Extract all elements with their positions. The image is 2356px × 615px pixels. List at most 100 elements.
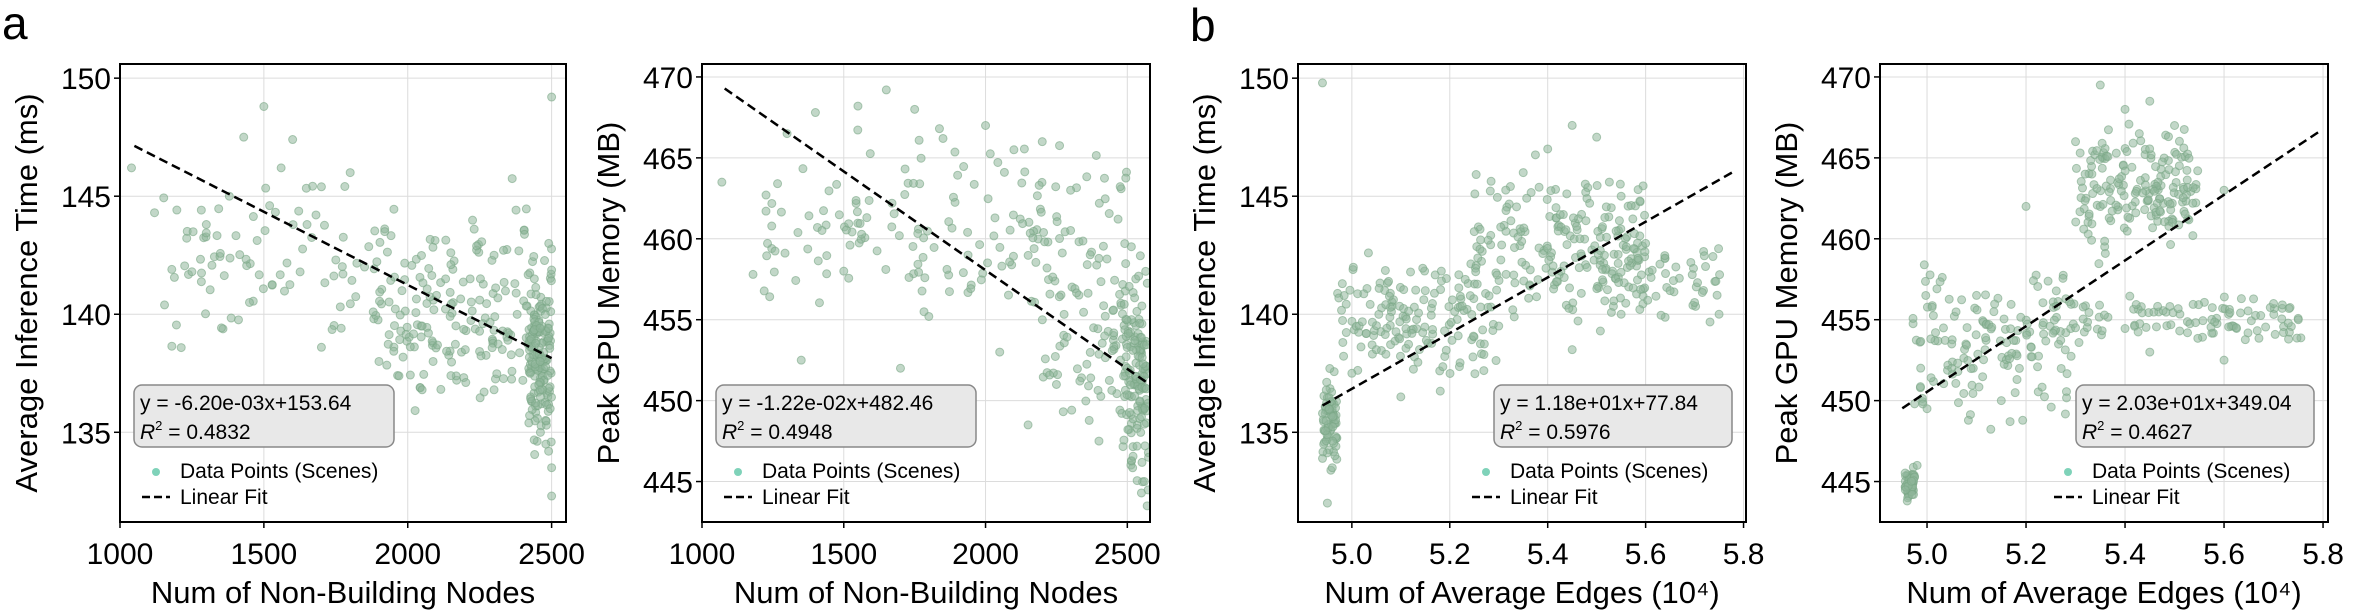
data-point <box>1479 366 1489 376</box>
data-point <box>1636 284 1646 294</box>
data-point <box>2184 153 2194 163</box>
data-point <box>942 264 952 274</box>
data-point <box>2252 326 2262 336</box>
data-point <box>1384 291 1394 301</box>
data-point <box>900 190 910 200</box>
data-point <box>1421 335 1431 345</box>
data-point <box>1371 345 1381 355</box>
chart-a-gpu-memory: 1000 1500 2000 2500 445 450 455 460 465 470 Num of… <box>591 62 1161 610</box>
data-point <box>989 231 999 241</box>
data-point <box>428 242 438 252</box>
data-point <box>1055 234 1065 244</box>
data-point <box>543 370 553 380</box>
data-point <box>2279 328 2289 338</box>
data-point <box>2027 352 2037 362</box>
data-point <box>1476 235 1486 245</box>
data-point <box>419 369 429 379</box>
data-point <box>1037 315 1047 325</box>
data-point <box>235 250 245 260</box>
data-point <box>2060 409 2070 419</box>
data-point <box>1496 255 1506 265</box>
data-point <box>461 378 471 388</box>
data-point <box>531 338 541 348</box>
data-point <box>1380 265 1390 275</box>
data-point <box>1123 328 1133 338</box>
data-point <box>717 177 727 187</box>
data-point <box>1040 354 1050 364</box>
data-point <box>390 304 400 314</box>
data-point <box>1972 305 1982 315</box>
data-point <box>1597 222 1607 232</box>
data-point <box>2207 303 2217 313</box>
data-point <box>1483 235 1493 245</box>
data-point <box>529 251 539 261</box>
data-point <box>1597 264 1607 274</box>
data-point <box>1640 210 1650 220</box>
data-point <box>212 231 222 241</box>
data-point <box>2122 226 2132 236</box>
data-point <box>460 345 470 355</box>
data-point <box>2056 335 2066 345</box>
data-point <box>492 369 502 379</box>
data-point <box>2116 186 2126 196</box>
data-point <box>1115 182 1125 192</box>
data-point <box>2270 329 2280 339</box>
data-point <box>1328 412 1338 422</box>
data-point <box>769 267 779 277</box>
equation-box <box>2075 384 2315 448</box>
data-point <box>1084 381 1094 391</box>
data-point <box>881 264 891 274</box>
y-tick-label: 150 <box>1239 63 1289 96</box>
data-point <box>1419 295 1429 305</box>
data-point <box>489 250 499 260</box>
legend-label-fit: Linear Fit <box>180 486 268 509</box>
data-point <box>1543 144 1553 154</box>
y-tick-label: 145 <box>61 181 111 214</box>
data-point <box>2084 209 2094 219</box>
data-point <box>1916 363 1926 373</box>
data-point <box>824 186 834 196</box>
data-point <box>1928 311 1938 321</box>
data-point <box>374 356 384 366</box>
x-tick-label: 1500 <box>810 538 877 571</box>
data-point <box>2006 299 2016 309</box>
data-point <box>1404 339 1414 349</box>
data-point <box>1318 408 1328 418</box>
data-point <box>862 213 872 223</box>
data-point <box>2123 212 2133 222</box>
data-point <box>2269 309 2279 319</box>
data-point <box>1085 347 1095 357</box>
data-point <box>2193 333 2203 343</box>
data-point <box>1083 288 1093 298</box>
data-point <box>1947 363 1957 373</box>
data-point <box>1337 279 1347 289</box>
data-point <box>1455 291 1465 301</box>
data-point <box>445 287 455 297</box>
data-point <box>507 374 517 384</box>
data-point <box>2166 240 2176 250</box>
data-point <box>535 356 545 366</box>
data-point <box>1441 345 1451 355</box>
data-point <box>535 385 545 395</box>
data-point <box>1491 356 1501 366</box>
data-point <box>1395 334 1405 344</box>
data-point <box>507 366 517 376</box>
data-point <box>1628 283 1638 293</box>
data-point <box>1082 172 1092 182</box>
data-point <box>1339 351 1349 361</box>
data-point <box>2060 345 2070 355</box>
legend-label-fit: Linear Fit <box>1510 486 1598 509</box>
data-point <box>258 284 268 294</box>
data-point <box>895 363 905 373</box>
data-point <box>1921 290 1931 300</box>
data-point <box>1054 292 1064 302</box>
data-point <box>405 342 415 352</box>
y-tick-label: 450 <box>643 386 693 419</box>
data-point <box>1107 346 1117 356</box>
r-squared-superscript: 2 <box>737 418 744 433</box>
r-squared-superscript: 2 <box>1515 418 1522 433</box>
data-point <box>2243 306 2253 316</box>
data-point <box>545 343 555 353</box>
data-point <box>1128 451 1138 461</box>
data-point <box>2058 273 2068 283</box>
